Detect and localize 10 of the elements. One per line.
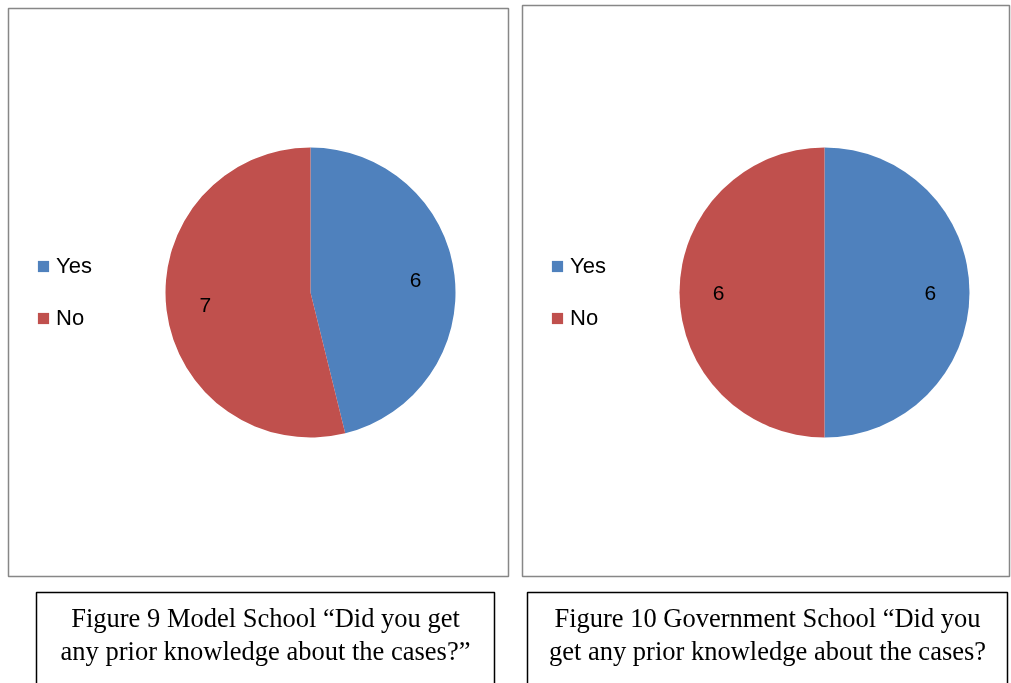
legend-label: No [56,305,85,331]
legend-label: Yes [570,253,606,279]
data-label: 6 [924,280,937,304]
data-label: 6 [409,267,422,291]
data-label: 7 [199,293,212,317]
data-label: 6 [712,280,725,304]
legend-label: Yes [56,253,92,279]
legend-label: No [570,305,599,331]
caption: Figure 10 Government School “Did you get any prior knowledge about the cases? [548,602,987,666]
caption: Figure 9 Model School “Did you get any prior knowledge about the cases?” [60,602,471,666]
